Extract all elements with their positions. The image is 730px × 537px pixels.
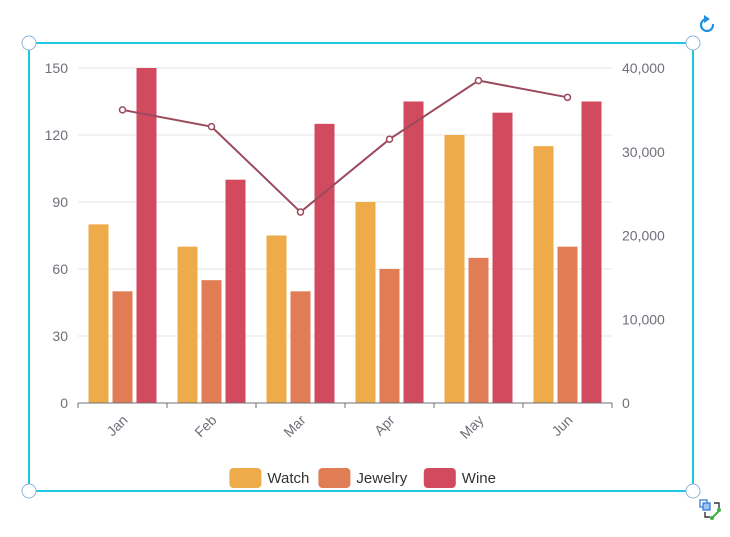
bar-jewelry-mar[interactable] <box>290 291 311 403</box>
transform-icon[interactable] <box>699 499 721 520</box>
bar-jewelry-apr[interactable] <box>379 269 400 403</box>
line-series-path <box>122 79 568 214</box>
gridlines <box>78 67 612 337</box>
selection-border[interactable] <box>28 42 694 492</box>
y-right-tick-label: 40,000 <box>622 60 665 76</box>
line-point-may[interactable] <box>474 76 483 85</box>
y-right-tick-label: 20,000 <box>622 228 665 244</box>
bar-watch-feb[interactable] <box>177 246 198 403</box>
bar-jewelry-may[interactable] <box>468 257 489 403</box>
bar-watch-mar[interactable] <box>266 235 287 404</box>
resize-handle-top-right[interactable] <box>685 35 701 51</box>
rotate-icon[interactable] <box>699 15 715 33</box>
legend-swatch-watch[interactable] <box>229 468 262 488</box>
x-tick-label: Jan <box>103 412 130 439</box>
bar-wine-apr[interactable] <box>403 101 424 404</box>
bar-wine-feb[interactable] <box>225 179 246 403</box>
bar-jewelry-jan[interactable] <box>112 291 133 403</box>
legend[interactable]: Watch Jewelry Wine <box>229 468 496 488</box>
x-tick-label: Jun <box>548 412 575 439</box>
bar-watch-jan[interactable] <box>88 224 109 403</box>
x-tick-label: May <box>457 412 487 442</box>
x-tick-label: Apr <box>371 412 398 439</box>
bar-jewelry-feb[interactable] <box>201 280 222 403</box>
bar-series <box>88 68 602 404</box>
y-left-tick-label: 120 <box>45 127 69 143</box>
resize-handle-bottom-left[interactable] <box>21 483 37 499</box>
y-right-tick-label: 10,000 <box>622 311 665 327</box>
y-left-tick-label: 90 <box>52 194 68 210</box>
bar-wine-jun[interactable] <box>581 101 602 404</box>
bar-watch-jun[interactable] <box>533 146 554 403</box>
line-series <box>118 76 572 216</box>
line-point-feb[interactable] <box>207 122 216 131</box>
selection-frame[interactable] <box>21 15 721 520</box>
line-point-mar[interactable] <box>296 208 305 216</box>
bar-watch-apr[interactable] <box>355 202 376 403</box>
legend-label-jewelry[interactable]: Jewelry <box>356 470 407 487</box>
y-left-tick-label: 0 <box>60 395 68 411</box>
line-point-apr[interactable] <box>385 135 394 143</box>
bar-wine-mar[interactable] <box>314 123 335 403</box>
y-right-tick-label: 30,000 <box>622 144 665 160</box>
line-point-jan[interactable] <box>118 106 127 114</box>
y-left-tick-label: 30 <box>52 328 68 344</box>
y-left-tick-label: 150 <box>45 60 69 76</box>
y-right-tick-label: 0 <box>622 395 630 411</box>
bar-wine-may[interactable] <box>492 112 513 404</box>
x-tick-label: Feb <box>191 412 220 441</box>
legend-label-watch[interactable]: Watch <box>267 470 309 487</box>
legend-label-wine[interactable]: Wine <box>462 470 496 487</box>
x-tick-label: Mar <box>280 412 309 441</box>
legend-swatch-jewelry[interactable] <box>318 468 351 488</box>
resize-handle-top-left[interactable] <box>21 35 37 51</box>
legend-swatch-wine[interactable] <box>423 468 456 488</box>
bar-watch-may[interactable] <box>444 135 465 403</box>
resize-handle-bottom-right[interactable] <box>685 483 701 499</box>
y-left-tick-label: 60 <box>52 261 68 277</box>
line-point-jun[interactable] <box>563 93 572 102</box>
bar-jewelry-jun[interactable] <box>557 246 578 403</box>
bar-wine-jan[interactable] <box>136 68 157 403</box>
